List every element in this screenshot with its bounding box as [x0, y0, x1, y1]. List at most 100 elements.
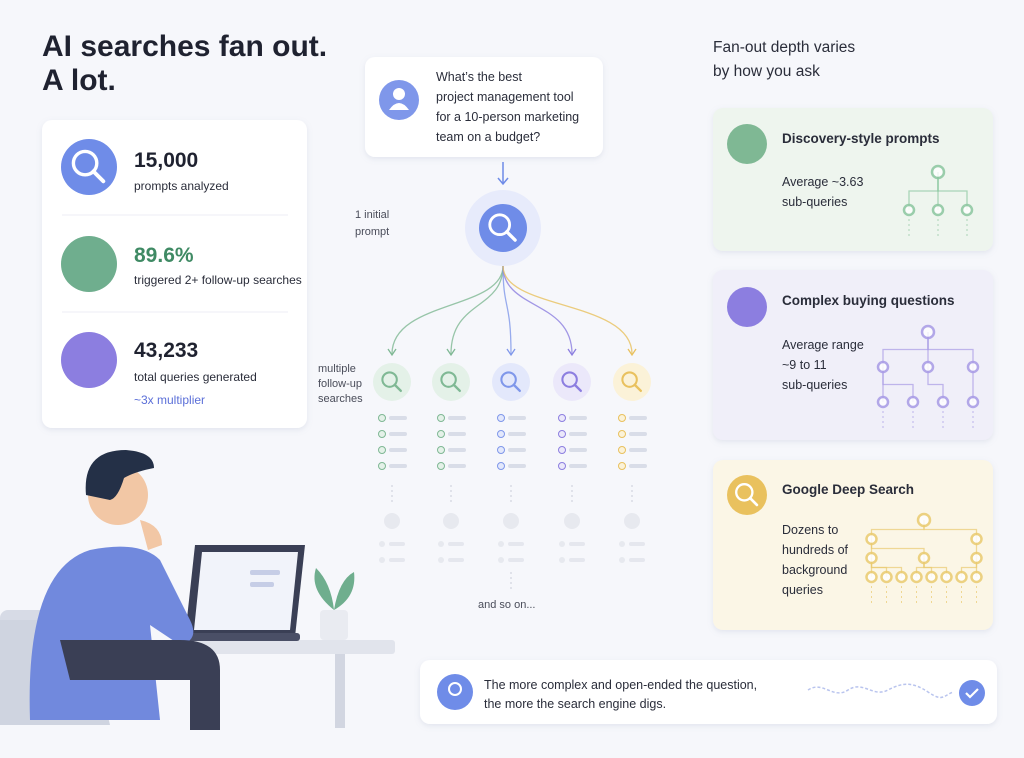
desk-leg — [335, 654, 345, 728]
search-glyph — [748, 496, 759, 507]
search-glyph — [512, 383, 521, 392]
sub-line — [389, 432, 407, 436]
tree-node — [940, 570, 953, 584]
tree-node — [920, 324, 936, 340]
sub-dot — [618, 446, 626, 454]
sub-line — [448, 432, 466, 436]
search-glyph — [505, 230, 517, 242]
search-glyph — [735, 483, 754, 502]
laptop-screen — [194, 552, 298, 630]
sub-dot — [497, 430, 505, 438]
tree-node — [916, 512, 932, 528]
arrow-head — [446, 348, 456, 357]
avatar-body — [389, 103, 409, 110]
bulb-glyph — [448, 682, 462, 696]
depth-card — [713, 108, 993, 251]
footer-line: The more complex and open-ended the ques… — [484, 678, 757, 692]
prompt-box — [365, 57, 603, 157]
search-glyph — [71, 149, 99, 177]
faded-dot — [503, 513, 519, 529]
card-icon — [727, 287, 767, 327]
tree-node — [910, 570, 923, 584]
flow-label: 1 initial — [355, 209, 389, 221]
sub-line — [389, 416, 407, 420]
title-line: AI searches fan out. — [42, 30, 327, 63]
arrow — [497, 162, 509, 186]
plant — [314, 568, 355, 610]
stat-icon — [61, 139, 117, 195]
search-glyph — [381, 371, 398, 388]
tree-node — [925, 570, 938, 584]
tree-node — [865, 551, 878, 565]
tree-node — [930, 164, 946, 180]
sub-dot — [378, 462, 386, 470]
card-icon — [727, 475, 767, 515]
tree-node — [895, 570, 908, 584]
search-glyph — [91, 169, 106, 184]
followup-search — [432, 363, 470, 401]
faded-dot — [384, 513, 400, 529]
sub-dot — [378, 430, 386, 438]
tree-node — [876, 395, 890, 409]
sub-line — [448, 448, 466, 452]
sub-dot — [559, 541, 565, 547]
sub-dot — [618, 430, 626, 438]
depth-heading: by how you ask — [713, 63, 820, 80]
card-line: Average range — [782, 338, 864, 352]
stat-value: 15,000 — [134, 149, 198, 172]
tree-edge — [927, 332, 974, 367]
sub-line — [569, 448, 587, 452]
tree-node — [970, 551, 983, 565]
tree-edge — [937, 172, 968, 210]
tree-node — [902, 203, 916, 217]
search-glyph — [440, 371, 457, 388]
followup-search — [492, 363, 530, 401]
tree-node — [865, 532, 878, 546]
sub-dot — [558, 414, 566, 422]
stat-icon — [61, 332, 117, 388]
arrow-head — [567, 348, 577, 357]
followup-search — [373, 363, 411, 401]
sub-dot — [379, 557, 385, 563]
tree-node — [906, 395, 920, 409]
avatar-head — [393, 88, 405, 100]
flow-label: prompt — [355, 226, 389, 238]
tree-node — [931, 203, 945, 217]
sub-dot — [618, 462, 626, 470]
hand — [140, 520, 162, 550]
tree-edge — [927, 367, 944, 402]
tree-node — [921, 360, 935, 374]
sub-line — [569, 558, 585, 562]
stat-value: 89.6% — [134, 244, 194, 267]
sub-line — [629, 558, 645, 562]
prompt-line: for a 10-person marketing — [436, 110, 579, 124]
search-glyph — [573, 383, 582, 392]
prompt-line: project management tool — [436, 90, 574, 104]
sub-dot — [378, 414, 386, 422]
stat-icon — [61, 236, 117, 292]
prompt-line: What’s the best — [436, 70, 522, 84]
tree-edge — [882, 367, 914, 402]
sub-line — [389, 542, 405, 546]
tree-node — [876, 360, 890, 374]
tree-node — [970, 532, 983, 546]
sub-dot — [379, 541, 385, 547]
sub-line — [569, 432, 587, 436]
sub-dot — [437, 430, 445, 438]
sub-dot — [438, 541, 444, 547]
stat-value: 43,233 — [134, 339, 198, 362]
sub-line — [629, 448, 647, 452]
stat-label: prompts analyzed — [134, 179, 229, 193]
prompt-line: team on a budget? — [436, 130, 540, 144]
screen-line — [250, 582, 274, 587]
check-glyph — [965, 688, 979, 699]
check-icon — [959, 680, 985, 706]
faded-dot — [443, 513, 459, 529]
sub-line — [508, 416, 526, 420]
flow-more: and so on... — [478, 599, 536, 611]
faded-dot — [564, 513, 580, 529]
bulb-icon — [437, 674, 473, 710]
search-main — [479, 204, 527, 252]
sub-line — [448, 558, 464, 562]
